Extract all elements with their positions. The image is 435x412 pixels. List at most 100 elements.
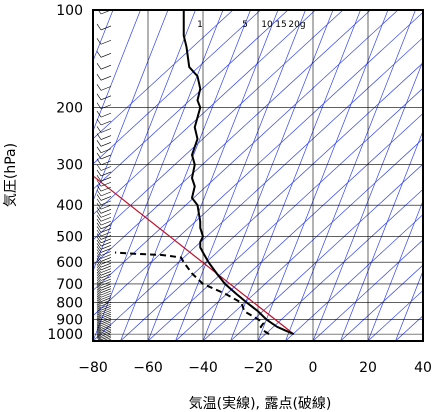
x-tick-label: −20	[243, 360, 273, 376]
wind-barb-flag	[96, 198, 102, 206]
mixing-ratio-line	[93, 10, 196, 272]
wind-barb-flag	[96, 102, 102, 109]
plot-lines	[93, 10, 423, 341]
wind-barb-shaft	[100, 200, 112, 206]
wind-barb-shaft	[100, 245, 112, 250]
wind-barb-flag	[96, 152, 102, 160]
wind-barb-shaft	[100, 220, 112, 226]
wind-barb-flag	[96, 274, 102, 281]
y-tick-label: 800	[56, 296, 83, 312]
wind-barb-shaft	[100, 276, 112, 281]
wind-barb-shaft	[100, 254, 112, 259]
wind-barb-shaft	[100, 186, 112, 192]
wind-barb-shaft	[100, 297, 112, 302]
x-tick-label: −60	[133, 360, 163, 376]
wind-barb-flag	[96, 288, 102, 296]
wind-barb-flag	[96, 333, 102, 340]
wind-barb-flag	[96, 246, 102, 253]
wind-barb-shaft	[105, 338, 112, 341]
wind-barb-shaft	[100, 332, 112, 337]
wind-barb-shaft	[100, 228, 112, 233]
x-tick-label: 0	[309, 360, 318, 376]
wind-barb-flag	[96, 304, 102, 311]
wind-barb-flag	[96, 110, 102, 118]
dry-adiabat-line	[422, 340, 423, 341]
wind-barb-shaft	[100, 305, 112, 311]
y-tick-label: 300	[56, 158, 83, 174]
wind-barb-flag	[96, 194, 102, 201]
dry-adiabat-line	[257, 188, 423, 341]
wind-barb-flag	[96, 323, 102, 330]
mixing-ratio-line	[395, 270, 423, 341]
mixing-ratio-line	[147, 10, 279, 341]
wind-barb-flag	[96, 233, 102, 240]
mixing-ratio-line	[93, 10, 141, 132]
wind-barb-shaft	[100, 224, 112, 230]
wind-barb-shaft	[100, 307, 112, 313]
wind-barb-flag	[96, 295, 102, 302]
wind-barb-flag	[96, 252, 102, 259]
wind-barb-flag	[96, 291, 102, 298]
wind-barb-flag	[96, 310, 102, 317]
mixing-ratio-line	[202, 10, 334, 341]
wind-barb-shaft	[100, 301, 112, 307]
wind-barb-flag	[96, 133, 102, 140]
wind-barb-flag	[96, 202, 102, 210]
wind-barb-shaft	[100, 257, 112, 262]
wind-barb-shaft	[100, 286, 112, 291]
wind-barb-shaft	[100, 64, 112, 70]
wind-barb-shaft	[100, 191, 112, 197]
wind-barb-shaft	[100, 283, 112, 289]
mixing-ratio-line	[230, 10, 361, 341]
wind-barb-shaft	[100, 315, 112, 321]
wind-barb-flag	[96, 38, 102, 45]
x-tick-label: −80	[78, 360, 108, 376]
mixing-ratio-line	[340, 129, 423, 341]
y-axis-title: 気圧(hPa)	[3, 143, 19, 207]
wind-barb-flag	[96, 317, 102, 325]
axis-labels: 1 5 10 15 20g1002003004005006007008009001000…	[47, 3, 432, 376]
wind-barb-shaft	[100, 273, 112, 279]
wind-barb-shaft	[100, 53, 112, 58]
wind-barb-flag	[96, 175, 102, 182]
wind-barb-flag	[96, 180, 102, 187]
wind-barb-flag	[96, 258, 102, 265]
wind-barb-flag	[96, 158, 102, 166]
mixing-ratio-label: 1	[197, 20, 203, 30]
wind-barb-shaft	[100, 241, 112, 247]
wind-barb-shaft	[100, 325, 112, 330]
wind-barb-flag	[96, 207, 102, 214]
wind-barb-shaft	[100, 204, 112, 210]
wind-barb-shaft	[100, 319, 112, 325]
mixing-ratio-label: 20g	[288, 20, 305, 30]
wind-barb-shaft	[100, 75, 112, 81]
mixing-ratio-label: 10	[261, 20, 273, 30]
wind-barb-shaft	[100, 25, 112, 31]
wind-barb-shaft	[100, 317, 112, 323]
wind-barb-flag	[96, 297, 102, 305]
plot-frame	[92, 9, 424, 342]
dry-adiabat-line	[93, 37, 423, 341]
wind-barb-shaft	[100, 290, 112, 296]
wind-barb-shaft	[100, 160, 112, 166]
wind-barb-shaft	[100, 335, 112, 341]
wind-barb-shaft	[100, 303, 112, 309]
y-tick-label: 500	[56, 230, 83, 246]
wind-barb-flag	[96, 331, 102, 339]
wind-barb-flag	[96, 325, 102, 332]
wind-barb-flag	[96, 73, 102, 81]
x-tick-label: 40	[414, 360, 432, 376]
wind-barb-shaft	[100, 235, 112, 240]
mixing-ratio-line	[285, 10, 416, 341]
wind-barb-flag	[96, 326, 102, 334]
wind-barb-shaft	[100, 321, 112, 327]
wind-barb-shaft	[100, 95, 112, 101]
wind-barb-flag	[96, 236, 102, 243]
wind-barb-flag	[96, 63, 102, 70]
wind-barb-shaft	[100, 251, 112, 256]
wind-barb-flag	[96, 126, 102, 133]
dry-adiabat-line	[147, 87, 423, 341]
dry-adiabat-line	[312, 239, 423, 341]
wind-barb-shaft	[100, 231, 112, 237]
wind-barb-shaft	[100, 166, 112, 171]
